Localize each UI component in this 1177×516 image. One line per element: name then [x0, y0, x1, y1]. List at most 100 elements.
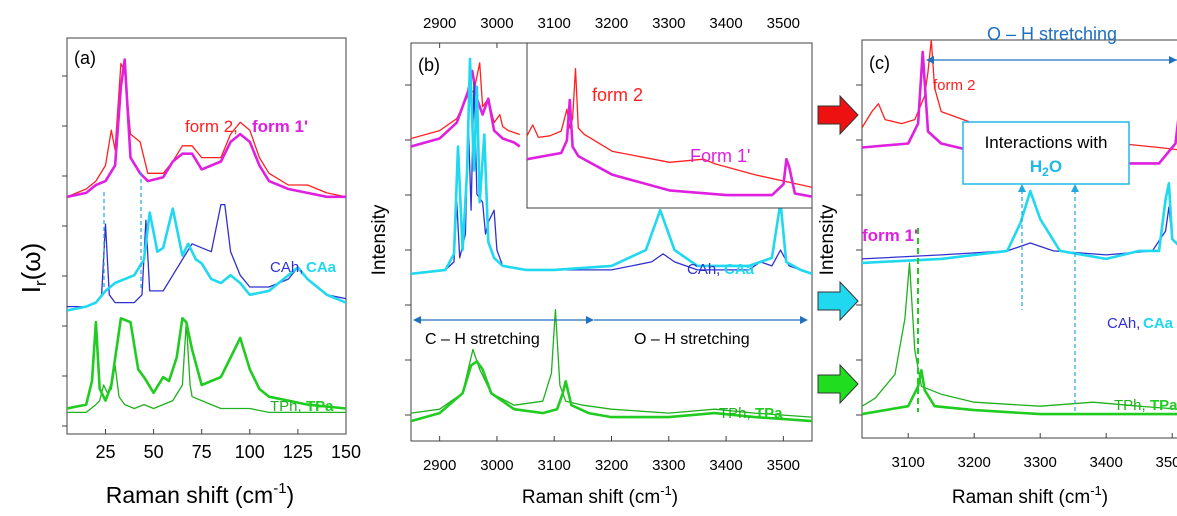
panel-b-series — [411, 57, 812, 423]
x-tick-label: 125 — [283, 442, 313, 462]
panel-a-label-caa: CAa — [306, 259, 337, 276]
x-tick-label: 3100 — [538, 457, 571, 474]
panel-c-h2o-guides — [1021, 190, 1076, 412]
arrow-green — [817, 363, 859, 405]
panel-a-left-ticks — [62, 75, 67, 427]
panel-c-h2o: H2O — [1030, 157, 1062, 179]
x-tick-label: 3200 — [595, 457, 628, 474]
panel-b-oh-label: O – H stretching — [634, 331, 750, 348]
x-tick-label: 3300 — [652, 457, 685, 474]
panel-b-left-ticks — [405, 84, 411, 416]
panel-c-label-caa: CAa — [1143, 315, 1174, 332]
panel-c-series — [862, 40, 1177, 416]
series-line-form-1- — [411, 69, 521, 148]
series-line-tpa — [67, 316, 346, 410]
panel-b-ch-arrow — [413, 316, 808, 324]
panel-a-xlabel: Raman shift (cm-1) — [106, 480, 294, 508]
panel-b-inset-label-form2: form 2 — [592, 85, 643, 105]
x-tick-label: 3200 — [595, 15, 628, 32]
panel-b-label-cah: CAh, — [687, 261, 720, 278]
x-tick-label: 3500 — [767, 457, 800, 474]
panel-b-ch-label: C – H stretching — [425, 331, 540, 348]
panel-b: 2900 3000 3100 3200 3300 3400 3500 2900 3000 310… — [369, 15, 813, 508]
x-tick-label: 100 — [235, 442, 265, 462]
panel-a-label-form1: form 1' — [252, 117, 308, 136]
x-tick-label: 3500 — [1156, 454, 1177, 471]
panel-c-label-cah: CAh, — [1107, 315, 1140, 332]
panel-c-label-tpa: TPa — [1150, 397, 1177, 414]
x-tick-label: 3400 — [1090, 454, 1123, 471]
series-line-caa — [862, 182, 1177, 265]
panel-c-label-form1: form 1' — [862, 226, 918, 245]
panel-b-label-tph: TPh, — [719, 405, 751, 422]
x-tick-label: 3400 — [709, 457, 742, 474]
x-tick-label: 25 — [95, 442, 115, 462]
x-tick-label: 75 — [192, 442, 212, 462]
panel-c-oh-label: O – H stretching — [987, 24, 1117, 44]
series-line-form-1- — [527, 98, 812, 198]
series-line-form-1- — [67, 58, 346, 199]
x-tick-label: 150 — [331, 442, 361, 462]
arrow-red — [817, 94, 859, 136]
x-tick-label: 50 — [144, 442, 164, 462]
x-tick-label: 3000 — [480, 457, 513, 474]
x-tick-label: 3300 — [652, 15, 685, 32]
x-tick-label: 3200 — [958, 454, 991, 471]
panel-c-ylabel: Intensity — [817, 204, 838, 275]
series-line-tpa — [862, 368, 1177, 416]
panel-c-left-ticks — [856, 84, 862, 416]
series-line-tph — [67, 321, 346, 414]
panel-c-oh-arrow — [926, 56, 1177, 64]
panel-b-ylabel: Intensity — [369, 204, 390, 275]
x-tick-label: 3100 — [538, 15, 571, 32]
x-tick-label: 3000 — [480, 15, 513, 32]
x-tick-label: 3100 — [892, 454, 925, 471]
panel-b-inset-series — [527, 68, 812, 198]
panel-a-label-tpa: TPa — [306, 398, 334, 415]
panel-b-label: (b) — [418, 55, 440, 75]
panel-b-label-tpa: TPa — [755, 405, 783, 422]
panel-c-xlabel: Raman shift (cm-1) — [952, 483, 1108, 508]
x-tick-label: 2900 — [423, 457, 456, 474]
panel-c-interaction-box — [962, 121, 1130, 185]
panel-a-label-cah: CAh, — [270, 259, 303, 276]
panel-a-frame — [66, 37, 347, 435]
panel-b-inset-label-form1: Form 1' — [690, 146, 750, 166]
series-line-tph — [411, 309, 812, 418]
series-line-form-2 — [411, 62, 521, 140]
panel-b-label-caa: CAa — [724, 261, 755, 278]
connector-arrows — [817, 94, 859, 405]
series-line-caa — [67, 207, 346, 312]
panel-a-ylabel: Ir(ω) — [16, 243, 50, 294]
panel-c-label: (c) — [869, 53, 890, 73]
panel-a: 25 50 75 100 125 150 (a) form 2, form 1' CAh,… — [16, 37, 361, 508]
panel-b-top-ticks: 2900 3000 3100 3200 3300 3400 3500 — [423, 15, 800, 48]
panel-a-guides — [103, 172, 142, 290]
panel-a-label-form2: form 2, — [185, 117, 238, 136]
series-line-tph — [862, 262, 1177, 410]
panel-c-h2o-arrowheads — [1018, 184, 1079, 192]
series-line-form-2 — [527, 68, 812, 188]
panel-c-label-form2: form 2 — [933, 77, 976, 94]
panel-c-x-ticks: 3100 3200 3300 3400 3500 — [892, 433, 1177, 471]
panel-c-frame — [861, 39, 1177, 439]
series-line-form-2 — [67, 62, 346, 198]
panel-b-x-ticks: 2900 3000 3100 3200 3300 3400 3500 — [423, 436, 800, 474]
series-line-tpa — [411, 360, 812, 423]
x-tick-label: 3300 — [1024, 454, 1057, 471]
series-line-cah — [67, 203, 346, 308]
arrow-cyan — [817, 280, 859, 322]
panel-a-x-ticks: 25 50 75 100 125 150 — [95, 429, 361, 462]
panel-a-series — [67, 58, 346, 414]
panel-a-label-tph: TPh, — [270, 398, 302, 415]
panel-b-xlabel: Raman shift (cm-1) — [522, 483, 678, 508]
x-tick-label: 2900 — [423, 15, 456, 32]
x-tick-label: 3400 — [709, 15, 742, 32]
x-tick-label: 3500 — [767, 15, 800, 32]
series-line-caa — [411, 57, 812, 276]
panel-c-label-tph: TPh, — [1114, 397, 1146, 414]
panel-a-label: (a) — [74, 48, 96, 68]
panel-b-inset-frame — [526, 42, 813, 209]
